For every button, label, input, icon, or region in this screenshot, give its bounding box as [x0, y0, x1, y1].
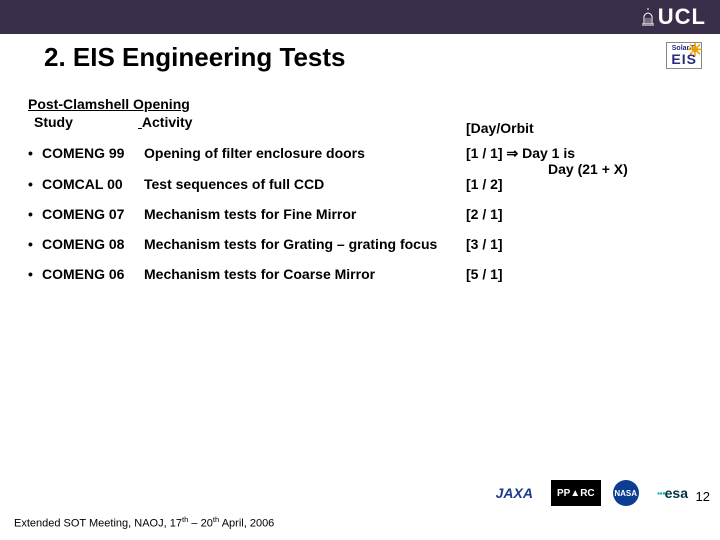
study-cell: COMENG 99	[42, 145, 144, 161]
pparc-logo: PP▲RC	[551, 480, 601, 506]
bullet-icon: •	[28, 206, 42, 222]
footer-prefix: Extended SOT Meeting, NAOJ, 17	[14, 518, 182, 530]
dayorbit-cell: [1 / 2]	[466, 176, 702, 192]
subhead-line1: Post-Clamshell Opening	[28, 95, 702, 113]
bullet-icon: •	[28, 236, 42, 252]
activity-cell: Mechanism tests for Fine Mirror	[144, 206, 466, 222]
footer-text: Extended SOT Meeting, NAOJ, 17th – 20th …	[14, 515, 274, 530]
jaxa-logo: JAXA	[490, 480, 539, 506]
study-cell: COMENG 06	[42, 266, 144, 282]
eis-logo: ☀ Solar-B EIS	[666, 42, 702, 69]
arrow-note: ⇒ Day 1 is	[503, 145, 575, 161]
slide-title: 2. EIS Engineering Tests	[44, 42, 346, 73]
sun-icon: ☀	[687, 41, 703, 59]
study-cell: COMENG 08	[42, 236, 144, 252]
bullet-icon: •	[28, 145, 42, 161]
title-row: 2. EIS Engineering Tests ☀ Solar-B EIS	[0, 34, 720, 73]
activity-cell: Opening of filter enclosure doors	[144, 145, 466, 161]
bullet-icon: •	[28, 176, 42, 192]
ucl-text: UCL	[658, 4, 706, 30]
table-row: • COMCAL 00 Test sequences of full CCD […	[28, 176, 702, 192]
table-row: • COMENG 06 Mechanism tests for Coarse M…	[28, 266, 702, 282]
day-note-line2: Day (21 + X)	[548, 160, 628, 178]
content-area: Post-Clamshell Opening Study Activity • …	[0, 73, 720, 282]
subheading: Post-Clamshell Opening Study Activity	[28, 95, 702, 131]
activity-cell: Mechanism tests for Grating – grating fo…	[144, 236, 466, 252]
footer-mid: – 20	[188, 518, 212, 530]
dayorbit-value: [1 / 1]	[466, 145, 503, 161]
dayorbit-cell: [3 / 1]	[466, 236, 702, 252]
footer-logos: JAXA PP▲RC NASA ···esa	[490, 480, 694, 506]
ucl-dome-icon	[642, 8, 654, 26]
table-row: • COMENG 07 Mechanism tests for Fine Mir…	[28, 206, 702, 222]
footer-suffix: April, 2006	[219, 518, 274, 530]
dayorbit-cell: [5 / 1]	[466, 266, 702, 282]
page-number: 12	[696, 489, 710, 504]
esa-text: esa	[665, 485, 688, 501]
ucl-logo: UCL	[642, 4, 706, 30]
study-cell: COMCAL 00	[42, 176, 144, 192]
col-study: Study	[28, 113, 138, 131]
header-bar: UCL	[0, 0, 720, 34]
dayorbit-cell: [2 / 1]	[466, 206, 702, 222]
day-orbit-header: [Day/Orbit	[466, 120, 534, 136]
nasa-logo: NASA	[613, 480, 639, 506]
activity-cell: Test sequences of full CCD	[144, 176, 466, 192]
esa-dots-icon: ···	[657, 485, 665, 501]
activity-cell: Mechanism tests for Coarse Mirror	[144, 266, 466, 282]
esa-logo: ···esa	[651, 480, 694, 506]
col-activity: Activity	[142, 113, 193, 131]
table-row: • COMENG 08 Mechanism tests for Grating …	[28, 236, 702, 252]
study-cell: COMENG 07	[42, 206, 144, 222]
bullet-icon: •	[28, 266, 42, 282]
